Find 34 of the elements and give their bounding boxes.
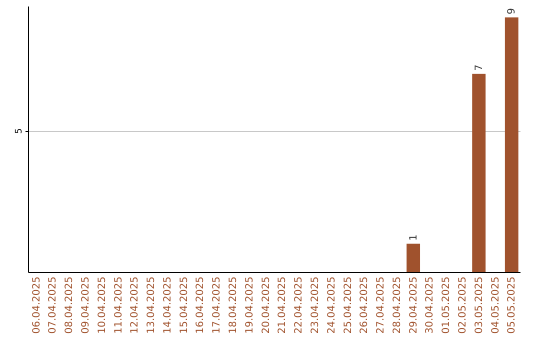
data-label: 1	[408, 234, 420, 241]
x-tick-label: 09.04.2025	[80, 276, 92, 334]
x-tick-label: 11.04.2025	[113, 276, 124, 334]
x-tick-label: 18.04.2025	[228, 276, 240, 334]
data-label: 9	[506, 8, 518, 14]
x-tick-label: 28.04.2025	[392, 276, 403, 334]
x-tick-label: 08.04.2025	[64, 276, 76, 334]
x-tick-label: 30.04.2025	[424, 276, 436, 334]
x-tick-label: 13.04.2025	[146, 276, 158, 334]
x-tick-label: 20.04.2025	[260, 276, 272, 334]
x-tick-label: 26.04.2025	[359, 276, 370, 334]
x-tick-label: 19.04.2025	[244, 276, 256, 334]
x-tick-label: 07.04.2025	[48, 276, 59, 334]
x-tick-label: 27.04.2025	[376, 276, 387, 334]
x-tick-label: 01.05.2025	[441, 276, 452, 334]
x-tick-label: 29.04.2025	[408, 276, 420, 334]
x-tick-label: 02.05.2025	[457, 276, 468, 334]
x-tick-label: 04.05.2025	[490, 276, 502, 334]
x-tick-label: 25.04.2025	[342, 276, 354, 334]
x-tick-label: 06.04.2025	[31, 276, 42, 334]
x-tick-label: 24.04.2025	[326, 276, 338, 334]
x-tick-label: 17.04.2025	[212, 276, 223, 334]
y-tick-label: 5	[14, 128, 24, 134]
x-tick-label: 12.04.2025	[130, 276, 141, 334]
x-tick-label: 03.05.2025	[474, 276, 485, 334]
data-label: 7	[474, 64, 485, 71]
x-tick-label: 10.04.2025	[96, 276, 108, 334]
x-tick-label: 21.04.2025	[277, 276, 288, 334]
x-tick-label: 23.04.2025	[310, 276, 321, 334]
x-tick-label: 15.04.2025	[178, 276, 190, 334]
x-tick-label: 05.05.2025	[506, 276, 518, 334]
x-tick-label: 14.04.2025	[162, 276, 174, 334]
x-tick-label: 22.04.2025	[294, 276, 305, 334]
x-tick-label: 16.04.2025	[195, 276, 206, 334]
